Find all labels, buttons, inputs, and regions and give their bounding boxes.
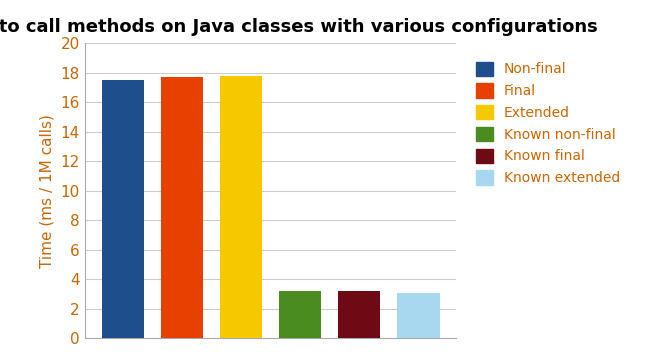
- Bar: [220, 76, 262, 338]
- Bar: [397, 293, 439, 338]
- Bar: [102, 80, 144, 338]
- Bar: [161, 77, 203, 338]
- Bar: [338, 291, 380, 338]
- Y-axis label: Time (ms / 1M calls): Time (ms / 1M calls): [40, 114, 55, 268]
- Legend: Non-final, Final, Extended, Known non-final, Known final, Known extended: Non-final, Final, Extended, Known non-fi…: [471, 56, 626, 191]
- Bar: [279, 291, 321, 338]
- Title: Time to call methods on Java classes with various configurations: Time to call methods on Java classes wit…: [0, 18, 598, 36]
